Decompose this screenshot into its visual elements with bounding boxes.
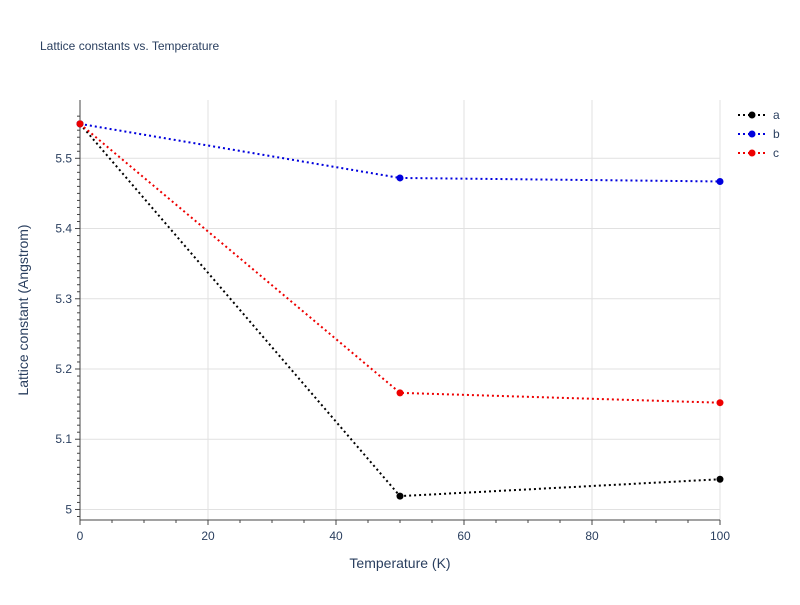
- series-a-point: [716, 475, 724, 483]
- y-tick-label: 5.1: [55, 432, 72, 446]
- y-tick-label: 5.3: [55, 292, 72, 306]
- y-tick-label: 5: [65, 502, 72, 516]
- series-a-point: [396, 492, 404, 500]
- series-b: [76, 120, 724, 185]
- series-layer: [76, 120, 724, 500]
- legend-label: c: [773, 146, 779, 160]
- x-tick-label: 0: [77, 529, 84, 543]
- y-axis-title: Lattice constant (Angstrom): [15, 224, 31, 395]
- legend-swatch-marker: [748, 149, 756, 157]
- legend-swatch-marker: [748, 111, 756, 119]
- legend-swatch-marker: [748, 130, 756, 138]
- x-tick-label: 80: [585, 529, 599, 543]
- series-b-point: [716, 177, 724, 185]
- x-tick-label: 20: [201, 529, 215, 543]
- legend-item-a: a: [738, 108, 780, 122]
- series-c-point: [76, 120, 84, 128]
- series-c-line: [79, 123, 721, 404]
- legend-label: b: [773, 127, 780, 141]
- legend-item-c: c: [738, 146, 779, 160]
- x-axis-title: Temperature (K): [349, 555, 450, 571]
- series-c-point: [396, 389, 404, 397]
- legend: abc: [738, 108, 780, 160]
- axes: 0 20 40 60 80 100 5 5.1 5.2 5.3 5.4 5.5: [55, 100, 730, 543]
- series-c: [76, 120, 724, 407]
- chart-title: Lattice constants vs. Temperature: [40, 39, 220, 53]
- legend-item-b: b: [738, 127, 780, 141]
- y-tick-label: 5.4: [55, 222, 72, 236]
- grid-lines: [80, 100, 721, 520]
- series-c-point: [716, 399, 724, 407]
- x-tick-label: 100: [710, 529, 730, 543]
- legend-label: a: [773, 108, 780, 122]
- x-tick-label: 60: [457, 529, 471, 543]
- series-b-line: [79, 122, 721, 183]
- series-b-point: [396, 174, 404, 182]
- y-tick-label: 5.5: [55, 151, 72, 165]
- x-tick-label: 40: [329, 529, 343, 543]
- y-tick-label: 5.2: [55, 362, 72, 376]
